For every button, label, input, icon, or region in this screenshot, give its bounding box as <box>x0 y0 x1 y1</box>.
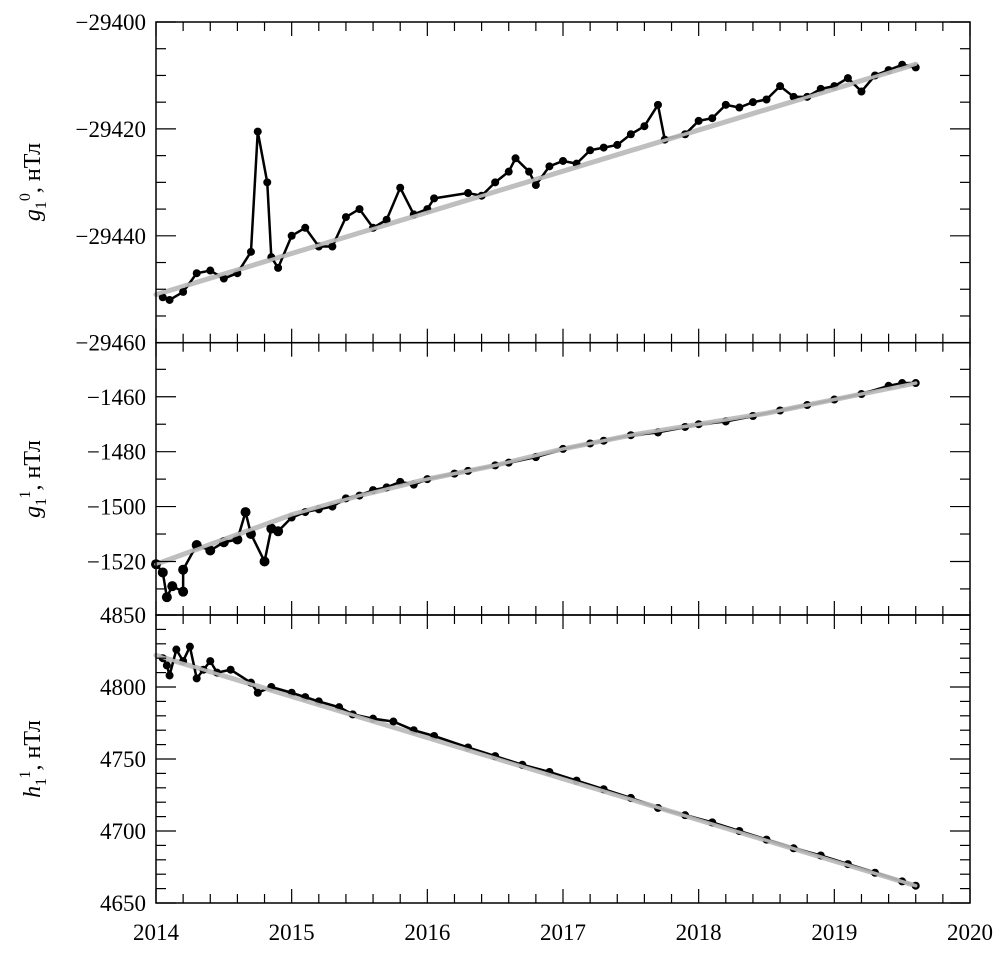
panel-frame <box>155 614 971 904</box>
data-point <box>274 263 283 272</box>
data-point <box>531 181 540 190</box>
data-point <box>165 295 174 304</box>
data-point <box>301 223 310 232</box>
data-point <box>545 162 554 171</box>
panel-3: 4650 4700 4750 4800 4850 <box>100 603 971 916</box>
data-point <box>226 665 235 674</box>
data-point <box>857 87 866 96</box>
data-point <box>185 642 194 651</box>
data-point <box>179 287 188 296</box>
data-point <box>776 82 785 91</box>
y-tick-label: −1520 <box>87 549 146 574</box>
panel-1-ylabel: g10, нТл <box>17 143 50 221</box>
data-point <box>205 545 216 556</box>
data-trace <box>155 381 916 599</box>
data-point <box>559 156 567 165</box>
data-point <box>389 717 398 726</box>
data-point <box>192 269 201 278</box>
y-tick-label: −1460 <box>87 385 146 410</box>
data-point <box>694 116 703 125</box>
y-tick-label: −29440 <box>76 224 146 249</box>
data-point <box>430 194 439 203</box>
data-point <box>735 103 744 112</box>
y-tick-label: −1480 <box>87 440 146 465</box>
data-point <box>599 143 608 152</box>
x-tick-label: 2016 <box>404 920 450 945</box>
data-point <box>287 231 296 240</box>
data-point <box>167 581 178 592</box>
y-tick-label: −29400 <box>76 10 146 35</box>
y-tick-label: −29420 <box>76 117 146 142</box>
data-point <box>165 671 174 680</box>
data-point <box>219 274 228 283</box>
data-point <box>762 95 771 104</box>
data-point <box>613 140 622 149</box>
x-tick-label: 2019 <box>811 920 857 945</box>
fit-line-overlay <box>154 653 918 888</box>
data-point <box>843 74 852 83</box>
y-tick-label: 4700 <box>100 819 146 844</box>
data-point <box>206 657 215 666</box>
y-tick-label: 4750 <box>100 747 146 772</box>
data-point <box>178 586 189 597</box>
data-point <box>263 178 272 187</box>
data-point <box>708 114 717 123</box>
data-point <box>253 688 262 697</box>
data-point <box>640 122 649 131</box>
x-tick-label: 2017 <box>540 920 586 945</box>
data-point <box>525 167 534 176</box>
y-tick-label: 4850 <box>100 603 146 628</box>
y-tick-label: 4800 <box>100 675 146 700</box>
y-tick-label: −29460 <box>76 331 146 356</box>
panel-1: −29460 −29440 −29420 −29400 <box>76 10 971 356</box>
data-point <box>206 266 215 275</box>
data-point <box>396 183 405 192</box>
data-point <box>491 178 500 187</box>
data-point <box>748 98 757 107</box>
data-point <box>382 215 391 224</box>
y-tick-label: 4650 <box>100 891 146 916</box>
fit-line-overlay <box>154 381 918 566</box>
x-tick-label: 2020 <box>947 920 993 945</box>
x-tick-label: 2014 <box>133 920 180 945</box>
y-tick-label: −1500 <box>87 495 146 520</box>
data-point <box>511 154 520 163</box>
data-point <box>246 247 255 256</box>
fit-line-overlay <box>154 62 918 297</box>
data-point <box>464 189 473 198</box>
data-point <box>586 146 595 155</box>
panel-frame <box>155 21 971 344</box>
data-point <box>721 100 730 109</box>
data-point <box>328 242 337 251</box>
data-point <box>162 661 171 670</box>
data-point <box>157 567 168 578</box>
data-point <box>240 507 251 518</box>
data-point <box>341 213 350 222</box>
data-point <box>253 127 262 136</box>
panel-frame <box>155 341 971 616</box>
x-tick-label: 2015 <box>269 920 315 945</box>
panel-3-ylabel: h11, нТл <box>17 720 50 798</box>
data-point <box>504 167 513 176</box>
data-point <box>178 564 189 575</box>
x-tick-label: 2018 <box>676 920 722 945</box>
data-point <box>192 674 201 683</box>
data-point <box>355 205 364 214</box>
data-point <box>653 100 662 109</box>
panel-2: −1520 −1500 −1480 −1460 <box>87 341 971 616</box>
data-point <box>161 592 172 603</box>
data-point <box>259 556 270 567</box>
panel-2-ylabel: g11, нТл <box>17 440 50 518</box>
data-point <box>273 526 284 537</box>
data-point <box>172 645 181 654</box>
data-point <box>158 293 167 302</box>
data-point <box>626 130 635 139</box>
